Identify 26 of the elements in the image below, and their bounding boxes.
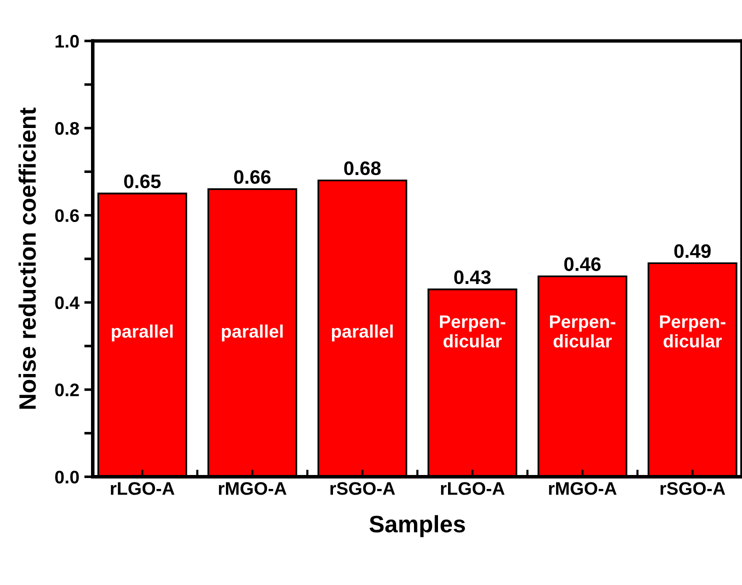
data-label: 0.66: [234, 170, 271, 184]
y-tick-label: 0.2: [55, 384, 79, 396]
data-label: 0.68: [344, 161, 381, 176]
x-tick-label: rSGO-A: [330, 482, 395, 495]
x-tick-label: rMGO-A: [549, 482, 617, 495]
x-tick-label: rLGO-A: [110, 482, 174, 495]
x-tick-label: rSGO-A: [660, 482, 726, 495]
x-tick-label: rLGO-A: [440, 482, 505, 495]
annotation: Perpen- dicular: [550, 315, 616, 348]
annotation: parallel: [112, 324, 173, 342]
data-label: 0.49: [674, 244, 711, 258]
y-tick-label: 0.6: [55, 209, 79, 222]
x-tick-label: rMGO-A: [218, 482, 286, 495]
annotation: Perpen- dicular: [440, 315, 506, 348]
data-label: 0.43: [454, 270, 491, 284]
y-tick-label: 0.0: [55, 470, 79, 484]
y-tick-label: 0.8: [55, 122, 80, 135]
data-label: 0.65: [124, 174, 161, 188]
annotation: parallel: [222, 324, 283, 342]
data-label: 0.46: [564, 257, 601, 272]
x-axis-title: Samples: [369, 515, 465, 538]
annotation: parallel: [332, 324, 393, 342]
annotation: Perpen- dicular: [660, 315, 726, 348]
y-tick-label: 1.0: [56, 34, 79, 48]
y-axis-title: Noise reduction coefficient: [18, 108, 36, 409]
y-tick-label: 0.4: [55, 296, 80, 310]
